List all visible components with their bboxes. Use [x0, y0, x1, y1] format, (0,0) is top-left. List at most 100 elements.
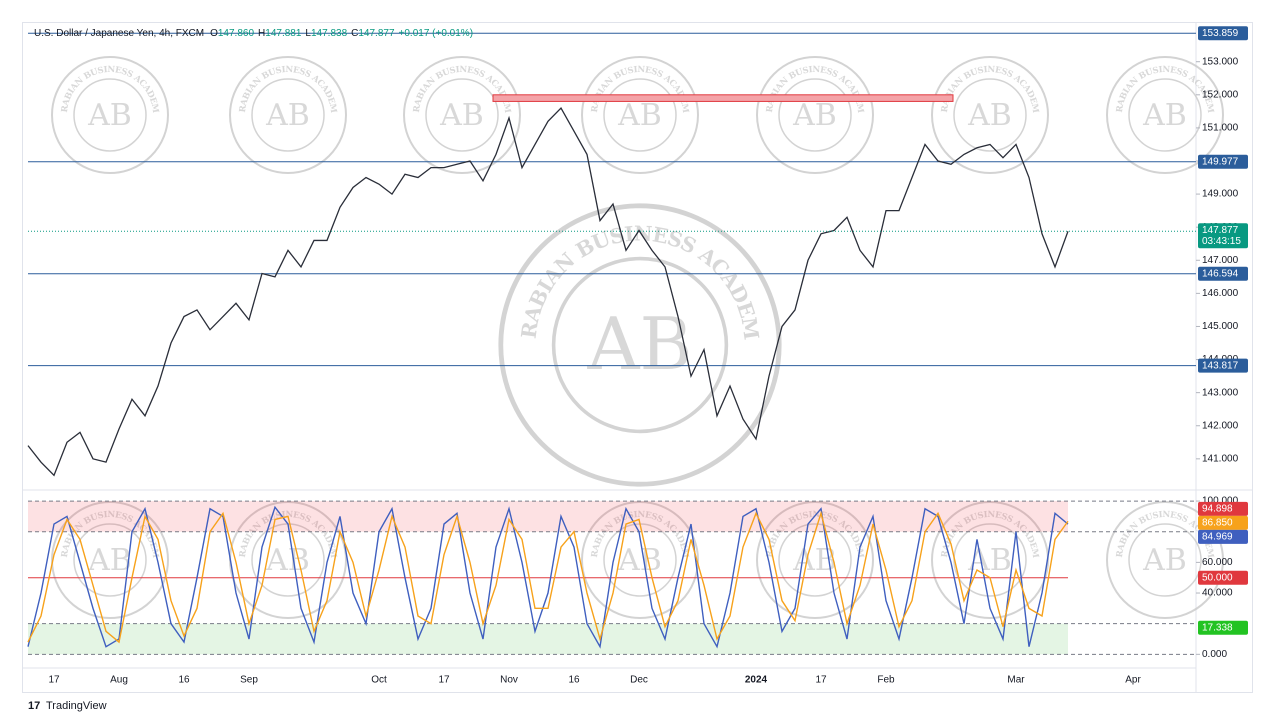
watermark-ring — [498, 203, 782, 487]
x-tick-label: Apr — [1125, 675, 1141, 686]
symbol: U.S. Dollar / Japanese Yen, 4h, FXCM — [34, 28, 204, 39]
y-tick-label: 153.000 — [1202, 56, 1239, 67]
watermark-ring — [73, 523, 147, 597]
watermark-ring — [1106, 56, 1224, 174]
watermark-ring — [51, 501, 169, 619]
level-label-bg — [1198, 26, 1248, 41]
oscillator-line — [27, 510, 1069, 644]
ohlc-value: 147.877 — [358, 28, 395, 39]
watermark-logo: AB — [87, 98, 132, 133]
watermark-logo: AB — [265, 543, 310, 578]
band — [28, 501, 1068, 532]
watermark-ring — [1128, 523, 1202, 597]
watermark-logo: AB — [792, 98, 837, 133]
indicator-label: 17.338 — [1202, 622, 1233, 633]
level-label: 153.859 — [1202, 28, 1239, 39]
y-tick-label: 149.000 — [1202, 189, 1239, 200]
watermark-ring — [581, 56, 699, 174]
watermark-ring — [551, 256, 729, 434]
y-tick-label: 152.000 — [1202, 89, 1239, 100]
watermark-logo: AB — [87, 543, 132, 578]
watermark-logo: AB — [617, 543, 662, 578]
watermark-logo: AB — [1142, 98, 1187, 133]
watermark-ring — [953, 78, 1027, 152]
x-tick-label: Oct — [371, 675, 387, 686]
watermark-logo: AB — [617, 98, 662, 133]
indicator-label: 84.969 — [1202, 532, 1233, 543]
watermark-ring — [403, 56, 521, 174]
footer-logo: 17 — [28, 700, 40, 712]
y-tick-label: 142.000 — [1202, 420, 1239, 431]
level-label-bg — [1198, 358, 1248, 373]
watermark-ring — [756, 501, 874, 619]
watermark-ring — [1128, 78, 1202, 152]
watermark-ring — [1106, 501, 1224, 619]
level-label-bg — [1198, 266, 1248, 281]
watermark-logo: AB — [587, 302, 693, 386]
watermark-ring — [931, 56, 1049, 174]
y-tick-label: 147.000 — [1202, 255, 1239, 266]
y-tick-label: 141.000 — [1202, 453, 1239, 464]
x-tick-label: Nov — [500, 675, 518, 686]
ohlc-value: 147.881 — [265, 28, 302, 39]
x-tick-label: Sep — [240, 675, 258, 686]
last-price-bg — [1198, 223, 1248, 249]
countdown: 03:43:15 — [1202, 236, 1241, 247]
indicator-label: 94.898 — [1202, 504, 1233, 515]
watermark-ring — [756, 56, 874, 174]
y-tick-label: 151.000 — [1202, 123, 1239, 134]
price-line — [27, 106, 1069, 477]
x-tick-label: 17 — [48, 675, 60, 686]
y-tick-label: 0.000 — [1202, 649, 1227, 660]
ohlc-value: 147.860 — [218, 28, 255, 39]
watermark-logo: AB — [1142, 543, 1187, 578]
ohlc-key: C — [351, 28, 358, 39]
level-label: 149.977 — [1202, 156, 1239, 167]
x-tick-label: Aug — [110, 675, 128, 686]
watermark-ring — [251, 78, 325, 152]
change: +0.017 (+0.01%) — [399, 28, 474, 39]
y-tick-label: 100.000 — [1202, 496, 1239, 507]
watermark-logo: AB — [439, 98, 484, 133]
x-tick-label: 16 — [568, 675, 580, 686]
watermark-ring — [778, 523, 852, 597]
x-tick-label: 2024 — [745, 675, 768, 686]
ohlc-key: O — [210, 28, 218, 39]
indicator-label-bg — [1198, 570, 1248, 585]
last-price: 147.877 — [1202, 225, 1239, 236]
indicator-label-bg — [1198, 515, 1248, 530]
indicator-label: 50.000 — [1202, 572, 1233, 583]
level-label-bg — [1198, 154, 1248, 169]
level-label: 146.594 — [1202, 268, 1239, 279]
x-tick-label: Mar — [1007, 675, 1025, 686]
footer-brand: TradingView — [46, 700, 107, 712]
ohlc-key: H — [258, 28, 265, 39]
watermark-ring — [51, 56, 169, 174]
oscillator-line — [27, 505, 1069, 649]
watermark-ring — [425, 78, 499, 152]
watermark-ring — [603, 78, 677, 152]
ohlc-value: 147.838 — [311, 28, 348, 39]
resistance-zone — [492, 94, 954, 102]
watermark-ring — [229, 56, 347, 174]
band — [28, 623, 1068, 655]
watermark-ring — [581, 501, 699, 619]
watermark-logo: AB — [265, 98, 310, 133]
watermark-logo: AB — [967, 98, 1012, 133]
y-tick-label: 40.000 — [1202, 588, 1233, 599]
watermark-ring — [73, 78, 147, 152]
x-tick-label: Feb — [877, 675, 895, 686]
indicator-label-bg — [1198, 620, 1248, 635]
x-tick-label: 17 — [815, 675, 827, 686]
ohlc-key: L — [305, 28, 311, 39]
y-tick-label: 146.000 — [1202, 288, 1239, 299]
x-tick-label: 17 — [438, 675, 450, 686]
symbol-legend: U.S. Dollar / Japanese Yen, 4h, FXCM O147… — [34, 28, 473, 39]
indicator-label-bg — [1198, 529, 1248, 544]
watermark-logo: AB — [967, 543, 1012, 578]
y-tick-label: 60.000 — [1202, 557, 1233, 568]
level-label: 143.817 — [1202, 360, 1239, 371]
y-tick-label: 143.000 — [1202, 387, 1239, 398]
panes: 141.000142.000143.000144.000145.000146.0… — [27, 26, 1248, 686]
